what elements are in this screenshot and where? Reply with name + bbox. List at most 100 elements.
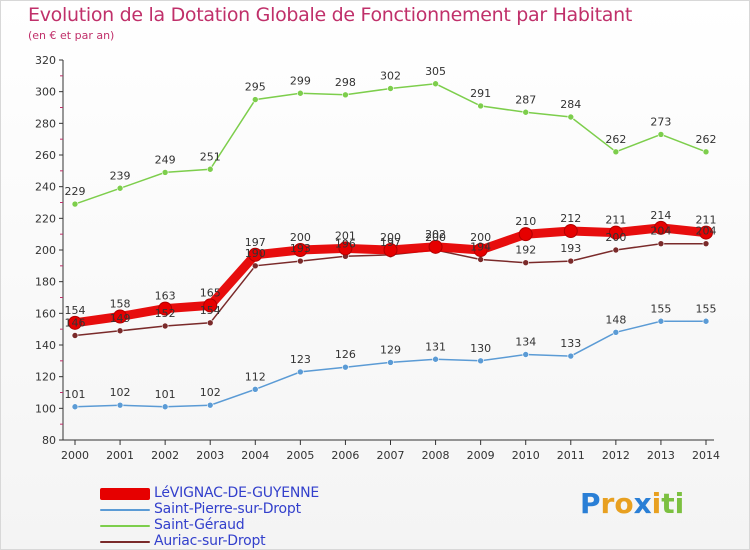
data-point-levignac bbox=[68, 315, 82, 330]
data-label: 302 bbox=[380, 70, 401, 83]
data-label: 305 bbox=[425, 65, 446, 78]
data-point bbox=[116, 184, 124, 192]
data-label: 211 bbox=[696, 214, 717, 227]
y-tick-label: 260 bbox=[35, 149, 56, 162]
logo-letter: x bbox=[633, 487, 652, 520]
data-label: 197 bbox=[245, 236, 266, 249]
data-label: 197 bbox=[380, 236, 401, 249]
data-label: 131 bbox=[425, 340, 446, 353]
y-tick-label: 160 bbox=[35, 307, 56, 320]
data-point bbox=[161, 322, 169, 330]
data-point-levignac bbox=[158, 301, 173, 316]
data-label: 192 bbox=[515, 244, 536, 257]
data-label: 194 bbox=[470, 241, 491, 254]
data-point bbox=[477, 256, 484, 263]
data-point bbox=[206, 165, 214, 173]
data-label: 193 bbox=[290, 242, 311, 255]
data-label: 165 bbox=[200, 286, 221, 299]
legend-label: LéVIGNAC-DE-GUYENNE bbox=[154, 485, 320, 501]
data-point bbox=[522, 259, 530, 266]
data-point bbox=[251, 96, 259, 103]
data-point bbox=[71, 332, 79, 339]
data-point bbox=[432, 80, 439, 88]
data-label: 295 bbox=[245, 81, 266, 94]
data-point bbox=[297, 257, 304, 265]
logo-letter: i bbox=[674, 487, 685, 520]
data-label: 200 bbox=[605, 231, 626, 244]
data-label: 229 bbox=[65, 185, 86, 198]
data-point-levignac bbox=[113, 309, 128, 324]
data-point bbox=[297, 368, 304, 376]
data-point bbox=[387, 85, 394, 92]
logo-letter: t bbox=[661, 487, 675, 520]
chart-subtitle: (en € et par an) bbox=[28, 29, 115, 42]
y-tick-label: 200 bbox=[35, 244, 56, 257]
data-point bbox=[71, 200, 79, 208]
data-label: 158 bbox=[110, 298, 131, 311]
data-point bbox=[702, 148, 710, 156]
data-label: 123 bbox=[290, 353, 311, 366]
data-label: 129 bbox=[380, 343, 401, 356]
data-point bbox=[567, 257, 575, 265]
data-label: 146 bbox=[65, 317, 86, 330]
data-point-levignac bbox=[699, 225, 713, 240]
data-point bbox=[612, 148, 620, 156]
data-point bbox=[702, 240, 710, 247]
legend-item: Auriac-sur-Dropt bbox=[100, 533, 460, 550]
data-label: 149 bbox=[110, 312, 131, 325]
data-point bbox=[612, 246, 620, 254]
data-point-levignac bbox=[563, 224, 578, 238]
data-point-levignac bbox=[428, 239, 443, 254]
data-label: 133 bbox=[560, 337, 581, 350]
data-point bbox=[251, 262, 259, 270]
data-label: 262 bbox=[605, 133, 626, 146]
data-label: 102 bbox=[200, 386, 221, 399]
data-label: 200 bbox=[425, 231, 446, 244]
logo-letter: r bbox=[600, 487, 615, 520]
data-point bbox=[477, 357, 484, 365]
data-label: 196 bbox=[335, 237, 356, 250]
data-label: 155 bbox=[696, 302, 717, 315]
data-point-levignac bbox=[293, 243, 308, 257]
legend-swatch bbox=[100, 525, 150, 527]
data-point bbox=[657, 131, 665, 138]
proxiti-logo: Proxiti bbox=[580, 487, 684, 520]
data-point bbox=[477, 102, 484, 110]
y-tick-label: 100 bbox=[35, 402, 56, 415]
data-label: 200 bbox=[380, 231, 401, 244]
data-point bbox=[387, 359, 394, 366]
chart-legend: LéVIGNAC-DE-GUYENNE Saint-Pierre-sur-Drop… bbox=[100, 485, 460, 550]
data-point bbox=[297, 89, 304, 97]
data-point bbox=[71, 403, 79, 411]
data-label: 190 bbox=[245, 247, 266, 260]
x-tick-label: 2004 bbox=[241, 449, 269, 462]
data-label: 204 bbox=[696, 225, 717, 238]
data-label: 204 bbox=[650, 225, 671, 238]
data-label: 251 bbox=[200, 150, 221, 163]
data-point bbox=[342, 363, 349, 371]
data-label: 101 bbox=[155, 388, 176, 401]
x-tick-label: 2009 bbox=[467, 449, 495, 462]
data-point bbox=[612, 329, 620, 336]
x-tick-label: 2005 bbox=[286, 449, 314, 462]
x-tick-label: 2007 bbox=[377, 449, 405, 462]
data-label: 284 bbox=[560, 98, 581, 111]
x-tick-label: 2006 bbox=[331, 449, 359, 462]
data-label: 152 bbox=[155, 307, 176, 320]
data-point bbox=[522, 108, 530, 116]
data-label: 249 bbox=[155, 153, 176, 166]
x-tick-label: 2000 bbox=[61, 449, 89, 462]
x-tick-label: 2010 bbox=[512, 449, 540, 462]
data-label: 193 bbox=[560, 242, 581, 255]
x-tick-label: 2012 bbox=[602, 449, 630, 462]
data-label: 112 bbox=[245, 370, 266, 383]
data-label: 200 bbox=[290, 231, 311, 244]
y-tick-label: 300 bbox=[35, 86, 56, 99]
data-point-levignac bbox=[518, 227, 533, 242]
legend-swatch bbox=[100, 488, 150, 500]
x-tick-label: 2001 bbox=[106, 449, 134, 462]
data-label: 154 bbox=[200, 304, 221, 317]
data-label: 201 bbox=[335, 229, 356, 242]
data-label: 148 bbox=[605, 313, 626, 326]
logo-letter: i bbox=[651, 487, 662, 520]
